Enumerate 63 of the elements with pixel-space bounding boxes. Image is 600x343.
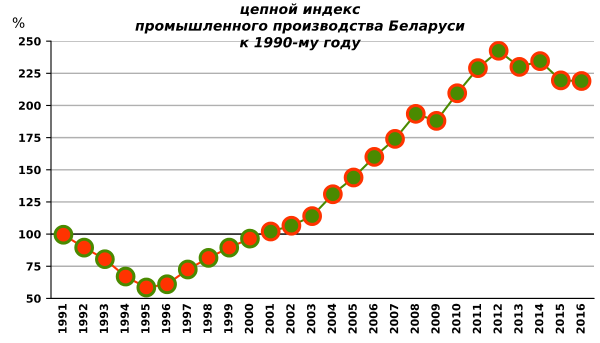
- point: [116, 266, 136, 286]
- x-tick-label: 2009: [431, 304, 440, 334]
- y-tick-label: 175: [19, 134, 40, 142]
- x-tick-label: 2000: [244, 304, 254, 334]
- x-tick-label: 1994: [120, 304, 129, 333]
- point: [426, 111, 446, 131]
- x-tick-label: 2013: [514, 304, 523, 334]
- point: [323, 184, 343, 204]
- point: [240, 228, 260, 248]
- point: [95, 249, 115, 270]
- x-tick-label: 1998: [203, 304, 212, 333]
- point: [198, 248, 218, 268]
- y-tick-label: 125: [19, 198, 40, 206]
- x-tick-label: 2006: [369, 304, 378, 334]
- x-tick-label: 1992: [78, 304, 88, 333]
- x-tick-label: 2015: [556, 304, 564, 334]
- x-tick-label: 2007: [390, 304, 398, 334]
- x-tick-label: 2014: [534, 304, 544, 334]
- point: [385, 129, 405, 149]
- point: [344, 168, 364, 188]
- x-tick-label: 2011: [472, 304, 482, 334]
- y-tick-label: 200: [18, 101, 41, 110]
- point: [219, 238, 240, 258]
- y-tick-label: 50: [26, 294, 41, 303]
- x-tick-label: 1999: [224, 304, 232, 333]
- point: [510, 57, 530, 77]
- point: [178, 260, 198, 280]
- x-tick-label: 1996: [162, 304, 170, 333]
- point: [572, 71, 592, 91]
- x-tick-label: 2004: [328, 304, 336, 334]
- y-tick-label: 75: [26, 262, 40, 271]
- x-tick-label: 1997: [182, 304, 192, 333]
- point: [74, 238, 94, 258]
- x-tick-label: 2010: [452, 304, 460, 334]
- point: [136, 278, 156, 298]
- point: [157, 274, 177, 294]
- point: [530, 51, 550, 71]
- chart-title: цепной индекс промышленного производства Беларуси к 1990-му году: [135, 3, 465, 50]
- point: [302, 206, 322, 226]
- point: [406, 104, 426, 124]
- point: [282, 216, 302, 236]
- x-tick-label: 2001: [266, 304, 274, 334]
- point: [550, 70, 571, 90]
- point: [54, 224, 74, 245]
- y-tick-label: 225: [18, 69, 40, 78]
- x-tick-label: 2012: [493, 304, 502, 334]
- x-tick-label: 1995: [141, 304, 150, 333]
- point: [468, 58, 488, 78]
- y-axis-title: %: [12, 17, 24, 28]
- x-tick-label: 2002: [286, 304, 295, 334]
- x-tick-label: 1991: [58, 304, 67, 333]
- y-tick-label: 250: [18, 37, 41, 46]
- x-tick-label: 1993: [100, 304, 108, 333]
- point: [447, 83, 468, 104]
- y-tick-label: 150: [19, 166, 41, 174]
- point: [364, 147, 384, 167]
- x-tick-label: 2003: [306, 304, 316, 334]
- x-tick-label: 2008: [410, 304, 419, 334]
- point: [260, 222, 281, 242]
- x-tick-label: 2005: [348, 304, 357, 334]
- x-tick-label: 2016: [576, 304, 585, 334]
- y-tick-label: 100: [19, 230, 41, 238]
- point: [488, 41, 509, 61]
